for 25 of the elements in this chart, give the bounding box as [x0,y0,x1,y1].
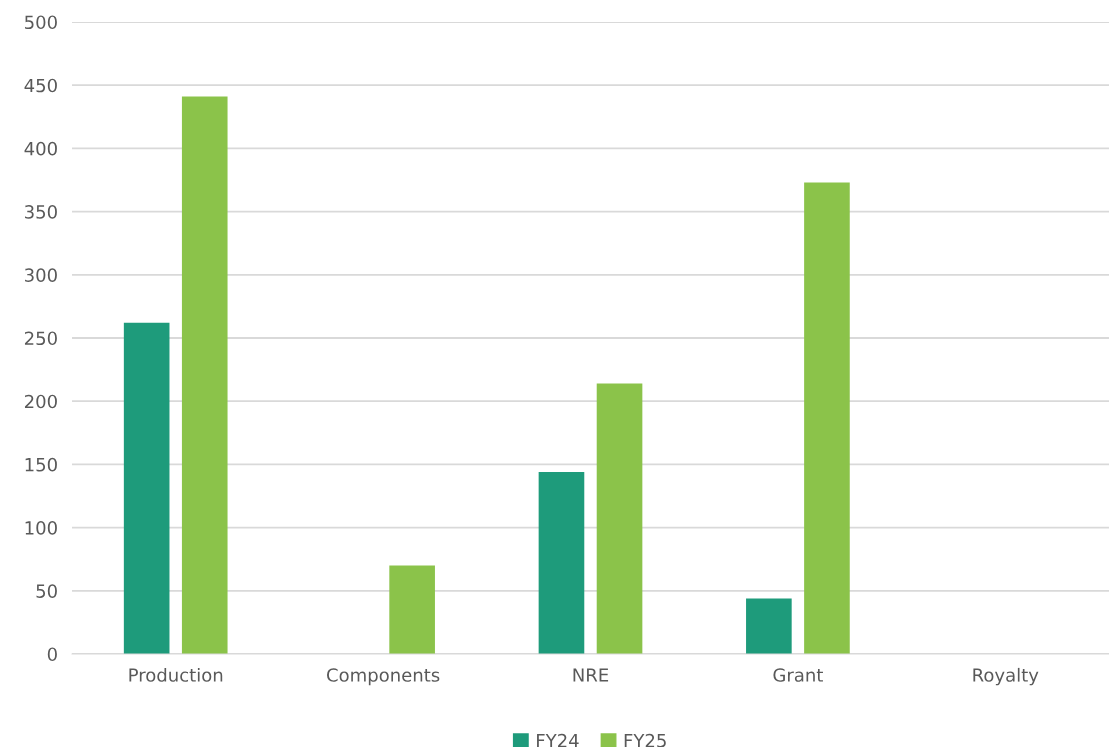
bar [804,182,850,654]
y-tick-label: 350 [25,205,57,219]
x-tick-label: Production [129,667,223,682]
y-tick-label: 450 [24,78,57,93]
bar [746,598,792,654]
bar [123,322,170,654]
legend-label: FY24 [537,733,579,747]
bar [538,471,585,654]
y-tick-label: 200 [24,394,57,409]
x-tick-label: Grant [773,668,823,682]
x-tick-label: Royalty [973,667,1039,686]
y-tick-label: 0 [47,647,57,662]
y-tick-label: 500 [25,15,57,30]
bar [389,565,435,654]
y-tick-label: 250 [24,331,57,346]
y-tick-label: 100 [25,521,57,535]
y-tick-label: 300 [25,268,57,282]
x-tick-label: NRE [573,668,609,682]
bar [181,96,228,654]
y-tick-label: 50 [36,584,57,598]
bar [596,383,643,654]
y-tick-label: 400 [24,141,57,156]
x-tick-label: Components [327,668,440,686]
y-tick-label: 150 [25,457,57,472]
legend-label: FY25 [624,733,666,747]
